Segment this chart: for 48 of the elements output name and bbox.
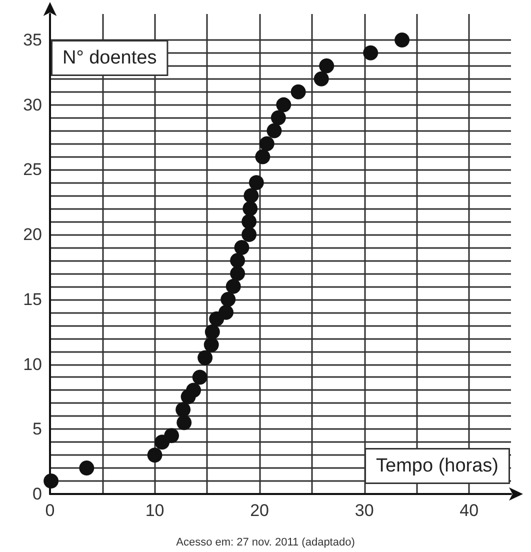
point [270,110,286,126]
point [192,370,208,385]
y-tick-label: 0 [32,484,42,504]
point [242,201,258,216]
point [176,402,191,418]
y-tick-label: 35 [23,30,42,50]
point [186,382,202,398]
point [242,227,257,242]
point [44,474,59,489]
point [319,58,334,74]
point [147,448,162,463]
point [226,278,241,294]
point [220,292,236,307]
point [244,188,259,204]
x-axis-title: Tempo (horas) [376,456,499,476]
point [79,460,94,476]
point [276,97,292,112]
point [259,136,274,152]
point [230,252,246,268]
point [248,175,264,190]
y-axis-title: N° doentes [62,47,157,68]
x-tick-label: 10 [145,501,164,520]
point [363,45,378,60]
point [198,350,213,366]
x-tick-label: 20 [250,501,270,520]
point [164,428,180,444]
y-tick-label: 10 [23,354,42,374]
x-tick-label: 0 [45,501,55,520]
point [314,71,329,86]
point [266,123,282,138]
point [218,304,234,320]
point [394,32,410,48]
y-tick-label: 30 [23,95,42,114]
y-tick-label: 15 [23,290,42,309]
point [255,149,270,164]
point [204,324,220,340]
y-tick-label: 25 [23,160,42,180]
x-tick-label: 40 [460,501,479,520]
y-tick-label: 20 [23,225,42,244]
point [176,415,192,430]
point [230,266,246,281]
x-tick-label: 30 [354,501,374,520]
text: Acesso em: 27 nov. 2011 (adaptado) [176,536,355,548]
y-tick-label: 5 [32,420,42,439]
point [204,337,219,352]
point [290,84,306,100]
point [242,214,257,230]
point [234,240,250,256]
